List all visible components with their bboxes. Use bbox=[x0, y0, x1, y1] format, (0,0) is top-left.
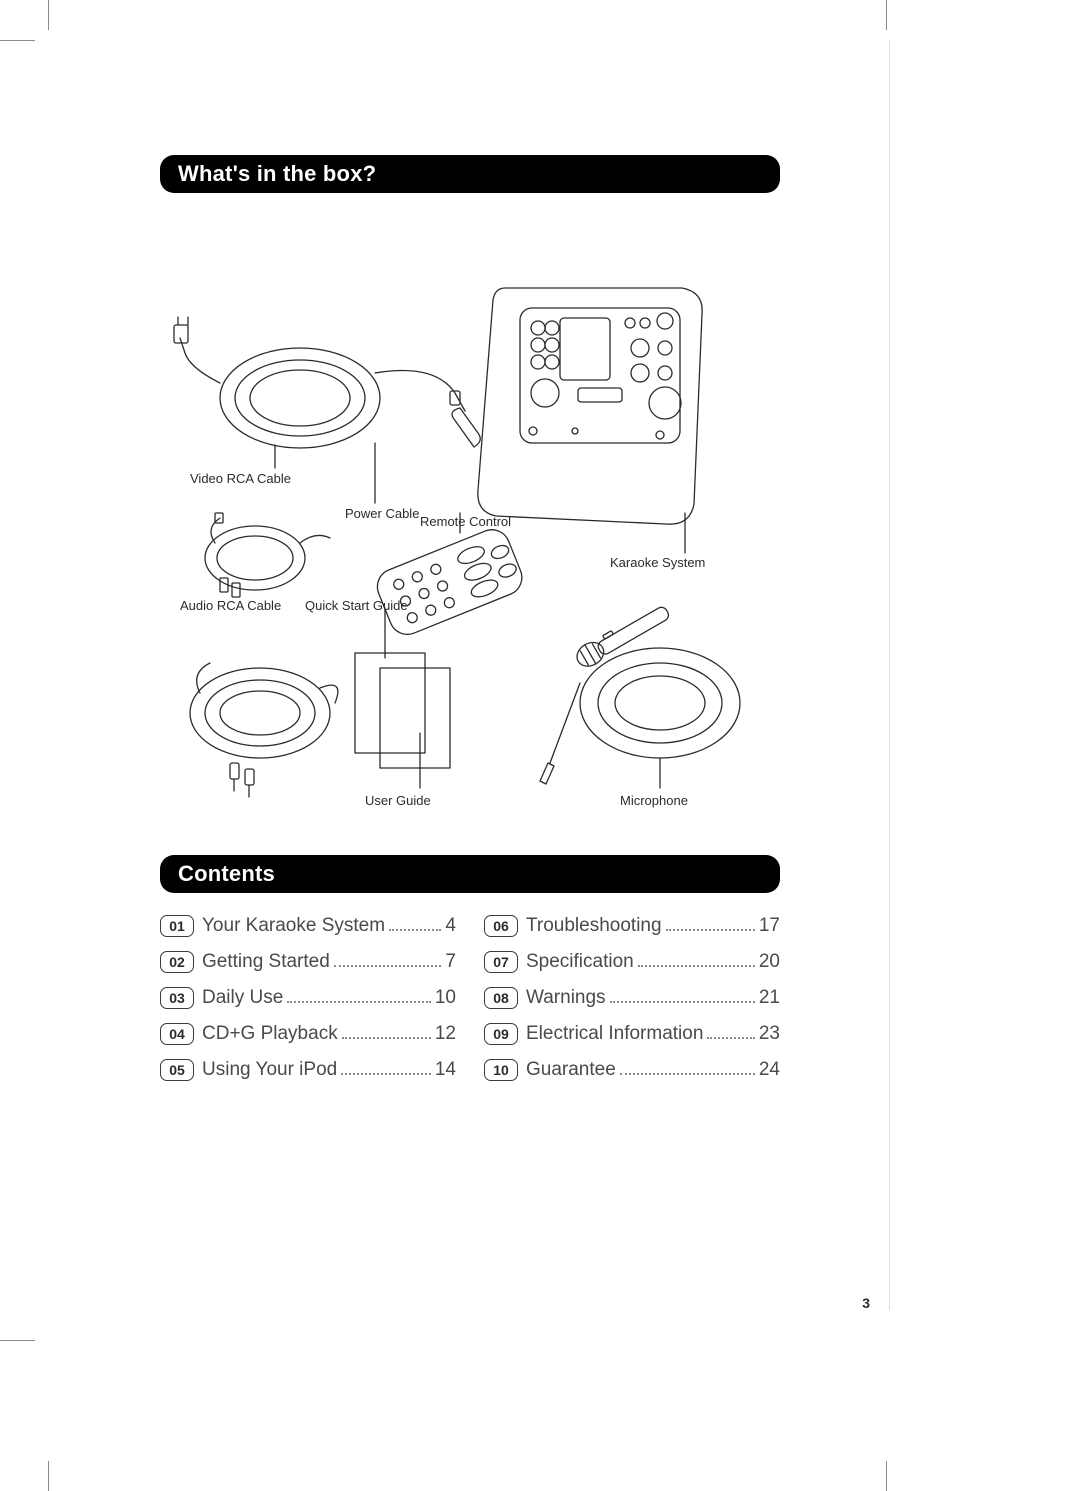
toc-number: 09 bbox=[484, 1023, 518, 1045]
toc-item: 06 Troubleshooting 17 bbox=[484, 915, 780, 937]
toc-number: 01 bbox=[160, 915, 194, 937]
toc-page: 21 bbox=[759, 987, 780, 1009]
toc-label: Using Your iPod bbox=[202, 1059, 337, 1081]
toc-label: Your Karaoke System bbox=[202, 915, 385, 937]
toc-label: Specification bbox=[526, 951, 634, 973]
remote-control-icon bbox=[372, 524, 527, 639]
toc-number: 08 bbox=[484, 987, 518, 1009]
toc-page: 12 bbox=[435, 1023, 456, 1045]
section-title-text: What's in the box? bbox=[178, 161, 376, 187]
toc-leader-dots bbox=[287, 989, 431, 1002]
toc-item: 08 Warnings 21 bbox=[484, 987, 780, 1009]
toc-page: 24 bbox=[759, 1059, 780, 1081]
microphone-icon bbox=[540, 601, 740, 784]
label-karaoke: Karaoke System bbox=[610, 555, 705, 570]
toc-leader-dots bbox=[334, 953, 442, 966]
toc-item: 07 Specification 20 bbox=[484, 951, 780, 973]
toc-column-left: 01 Your Karaoke System 4 02 Getting Started 7… bbox=[160, 915, 456, 1081]
toc-leader-dots bbox=[389, 917, 441, 930]
toc-leader-dots bbox=[620, 1061, 755, 1074]
section-title-box: What's in the box? bbox=[160, 155, 780, 193]
toc-column-right: 06 Troubleshooting 17 07 Specification 20 08 Wa… bbox=[484, 915, 780, 1081]
video-rca-cable-icon bbox=[174, 317, 480, 448]
page-area-border bbox=[889, 40, 890, 1310]
trim-mark bbox=[0, 1340, 35, 1341]
toc-grid: 01 Your Karaoke System 4 02 Getting Started 7… bbox=[160, 915, 780, 1081]
page-number: 3 bbox=[862, 1295, 870, 1311]
label-user-guide: User Guide bbox=[365, 793, 431, 808]
toc-page: 10 bbox=[435, 987, 456, 1009]
audio-rca-cable2-icon bbox=[190, 663, 338, 797]
contents-section: Contents 01 Your Karaoke System 4 02 Getting… bbox=[160, 855, 780, 1081]
toc-number: 10 bbox=[484, 1059, 518, 1081]
box-contents-diagram: Video RCA Cable Power Cable Remote Contr… bbox=[160, 213, 780, 833]
toc-leader-dots bbox=[342, 1025, 431, 1038]
toc-item: 09 Electrical Information 23 bbox=[484, 1023, 780, 1045]
trim-mark bbox=[886, 0, 887, 30]
trim-mark bbox=[48, 0, 49, 30]
toc-leader-dots bbox=[610, 989, 755, 1002]
trim-mark bbox=[48, 1461, 49, 1491]
toc-item: 04 CD+G Playback 12 bbox=[160, 1023, 456, 1045]
toc-item: 01 Your Karaoke System 4 bbox=[160, 915, 456, 937]
toc-number: 06 bbox=[484, 915, 518, 937]
toc-item: 10 Guarantee 24 bbox=[484, 1059, 780, 1081]
toc-number: 07 bbox=[484, 951, 518, 973]
toc-label: Daily Use bbox=[202, 987, 283, 1009]
manual-page: What's in the box? bbox=[0, 0, 1080, 1491]
toc-leader-dots bbox=[666, 917, 755, 930]
toc-label: Warnings bbox=[526, 987, 606, 1009]
label-quick-start: Quick Start Guide bbox=[305, 598, 408, 613]
label-microphone: Microphone bbox=[620, 793, 688, 808]
audio-rca-cable-icon bbox=[205, 513, 330, 597]
toc-label: Getting Started bbox=[202, 951, 330, 973]
quick-start-guide-icon bbox=[355, 653, 450, 768]
toc-number: 05 bbox=[160, 1059, 194, 1081]
label-remote: Remote Control bbox=[420, 514, 511, 529]
karaoke-system-icon bbox=[478, 288, 702, 524]
toc-item: 02 Getting Started 7 bbox=[160, 951, 456, 973]
trim-mark bbox=[0, 40, 35, 41]
toc-page: 7 bbox=[445, 951, 456, 973]
label-power-cable: Power Cable bbox=[345, 506, 419, 521]
toc-item: 05 Using Your iPod 14 bbox=[160, 1059, 456, 1081]
toc-label: CD+G Playback bbox=[202, 1023, 338, 1045]
toc-leader-dots bbox=[341, 1061, 431, 1074]
toc-label: Electrical Information bbox=[526, 1023, 703, 1045]
toc-page: 14 bbox=[435, 1059, 456, 1081]
toc-page: 20 bbox=[759, 951, 780, 973]
toc-page: 23 bbox=[759, 1023, 780, 1045]
toc-page: 17 bbox=[759, 915, 780, 937]
toc-number: 03 bbox=[160, 987, 194, 1009]
toc-number: 02 bbox=[160, 951, 194, 973]
section-title-text: Contents bbox=[178, 861, 275, 887]
toc-number: 04 bbox=[160, 1023, 194, 1045]
page-content: What's in the box? bbox=[160, 155, 780, 1081]
toc-item: 03 Daily Use 10 bbox=[160, 987, 456, 1009]
label-video-rca: Video RCA Cable bbox=[190, 471, 291, 486]
toc-label: Guarantee bbox=[526, 1059, 616, 1081]
label-audio-rca: Audio RCA Cable bbox=[180, 598, 281, 613]
toc-page: 4 bbox=[445, 915, 456, 937]
toc-leader-dots bbox=[707, 1025, 754, 1038]
trim-mark bbox=[886, 1461, 887, 1491]
toc-label: Troubleshooting bbox=[526, 915, 662, 937]
toc-leader-dots bbox=[638, 953, 755, 966]
section-title-contents: Contents bbox=[160, 855, 780, 893]
